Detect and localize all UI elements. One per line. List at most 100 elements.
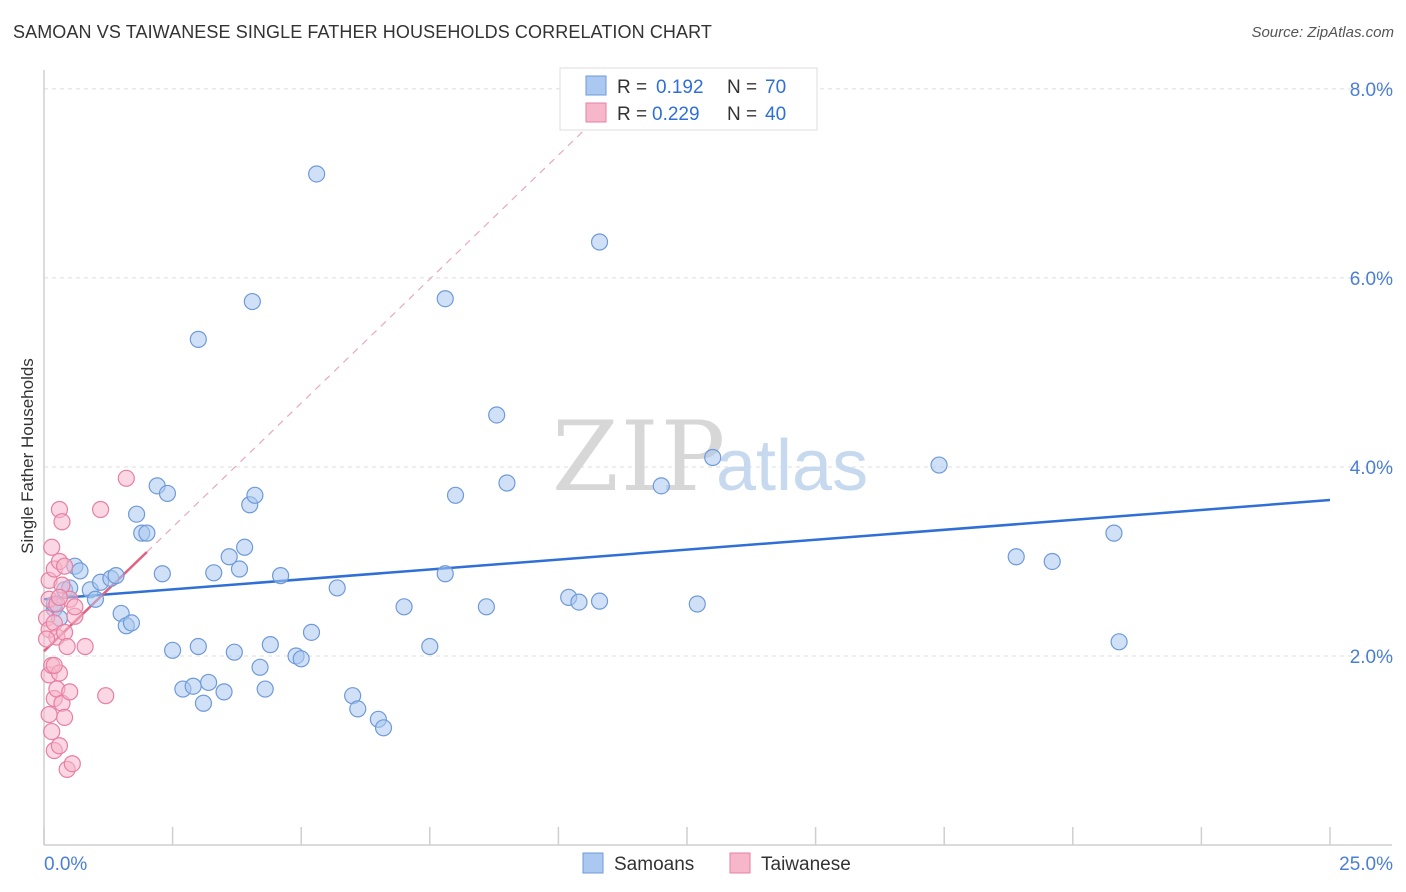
chart-title: SAMOAN VS TAIWANESE SINGLE FATHER HOUSEH… — [13, 22, 712, 42]
samoans-point — [246, 486, 264, 504]
samoans-point — [652, 477, 670, 495]
taiwanese-point — [61, 683, 79, 701]
taiwanese-point — [53, 513, 71, 531]
samoans-point — [477, 598, 495, 616]
y-tick-label: 4.0% — [1350, 458, 1393, 479]
samoans-point — [1105, 524, 1123, 542]
samoans-point — [236, 538, 254, 556]
legend-samoans-swatch[interactable] — [582, 852, 604, 874]
samoans-point — [930, 456, 948, 474]
samoans-point — [1007, 548, 1025, 566]
samoans-point — [436, 290, 454, 308]
samoans-point — [498, 474, 516, 492]
samoans-point — [153, 565, 171, 583]
samoans-point — [446, 486, 465, 504]
taiwanese-point — [58, 637, 76, 656]
samoans-point — [261, 636, 279, 654]
taiwanese-point — [37, 630, 56, 648]
stats-legend: R = 0.192 N = 70 R = 0.229 N = 40 — [559, 67, 818, 131]
samoans-point — [421, 637, 439, 656]
taiwanese-point — [117, 469, 135, 487]
samoans-point — [590, 592, 609, 610]
x-tick-label-min: 0.0% — [44, 854, 87, 875]
samoans-point — [688, 595, 706, 613]
series-legend: Samoans Taiwanese — [582, 852, 851, 875]
samoans-point — [127, 505, 146, 523]
samoans-point — [704, 448, 722, 467]
samoans-point — [328, 579, 346, 597]
samoans-point — [570, 593, 588, 611]
samoans-point — [251, 658, 269, 676]
taiwanese-point — [66, 598, 84, 616]
legend-samoans-label[interactable]: Samoans — [614, 854, 694, 875]
samoans-point — [590, 233, 609, 251]
legend-taiwanese-label[interactable]: Taiwanese — [761, 854, 851, 875]
samoans-point — [302, 623, 321, 641]
samoans-point — [205, 564, 223, 582]
watermark-atlas: atlas — [716, 426, 868, 506]
legend-taiwanese-swatch[interactable] — [729, 852, 751, 874]
samoans-r-label: R = — [617, 77, 647, 98]
taiwanese-point — [91, 500, 110, 519]
samoans-point — [189, 637, 207, 656]
taiwanese-point — [76, 637, 94, 656]
taiwanese-point — [40, 705, 58, 724]
taiwanese-n-value: 40 — [765, 104, 786, 125]
samoans-point — [1110, 633, 1128, 651]
taiwanese-point — [55, 557, 74, 575]
samoans-swatch — [585, 75, 607, 96]
samoans-point — [1043, 552, 1061, 571]
samoans-point — [395, 598, 413, 616]
taiwanese-point — [97, 687, 115, 705]
samoans-points — [45, 165, 1128, 737]
samoans-point — [256, 680, 274, 698]
taiwanese-swatch — [585, 102, 607, 123]
samoans-point — [220, 548, 238, 566]
taiwanese-point — [50, 588, 69, 606]
taiwanese-point — [43, 722, 61, 741]
taiwanese-points — [37, 469, 135, 778]
samoans-point — [138, 524, 156, 542]
samoans-point — [215, 683, 233, 701]
samoans-n-value: 70 — [765, 77, 786, 98]
samoans-point — [488, 406, 506, 424]
grid-lines — [44, 88, 1392, 657]
y-tick-labels: 2.0% 4.0% 6.0% 8.0% — [1350, 80, 1393, 668]
taiwanese-point — [50, 737, 69, 755]
samoans-point — [292, 650, 310, 668]
taiwanese-point — [55, 708, 74, 727]
samoans-n-label: N = — [727, 77, 757, 98]
taiwanese-n-label: N = — [727, 104, 757, 125]
samoans-point — [200, 673, 218, 692]
samoans-point — [230, 560, 249, 578]
taiwanese-point — [63, 755, 81, 773]
samoans-point — [184, 677, 202, 695]
samoans-point — [272, 567, 290, 585]
watermark-zip: ZIP — [552, 401, 727, 513]
samoans-point — [158, 484, 177, 503]
samoans-point — [374, 719, 393, 737]
samoans-point — [308, 165, 326, 183]
samoans-trend-line — [43, 498, 1331, 601]
samoans-point — [243, 292, 261, 311]
samoans-r-value: 0.192 — [656, 77, 704, 98]
y-tick-label: 2.0% — [1350, 647, 1393, 668]
samoans-point — [225, 643, 243, 661]
taiwanese-r-value: 0.229 — [652, 104, 700, 125]
taiwanese-point — [43, 538, 61, 556]
y-tick-label: 8.0% — [1350, 80, 1393, 101]
samoans-point — [349, 700, 367, 718]
source-label: Source: ZipAtlas.com — [1251, 24, 1394, 41]
taiwanese-point — [55, 623, 74, 641]
samoans-point — [194, 694, 213, 712]
samoans-point — [71, 562, 89, 580]
x-tick-label-max: 25.0% — [1339, 854, 1393, 875]
samoans-point — [122, 614, 141, 632]
samoans-point — [164, 641, 182, 659]
y-tick-label: 6.0% — [1350, 269, 1393, 290]
taiwanese-trend-extension — [43, 69, 647, 652]
samoans-point — [189, 330, 207, 348]
samoans-point — [86, 590, 105, 608]
watermark: ZIP atlas — [552, 401, 868, 513]
